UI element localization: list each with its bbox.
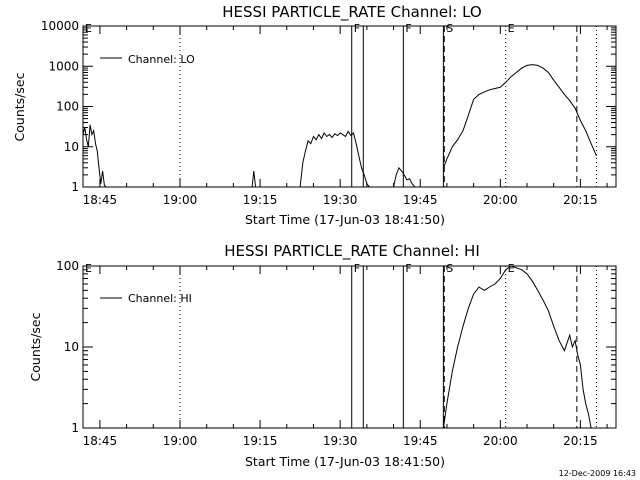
chart-hi-panel: HESSI PARTICLE_RATE Channel: HI Start Ti… [28, 242, 617, 469]
chart-lo-y-tick-label: 1 [71, 180, 79, 194]
chart-hi-ylabel: Counts/sec [28, 312, 43, 381]
chart-lo-x-tick-label: 19:00 [163, 193, 198, 207]
chart-lo-event-label: F [405, 22, 411, 35]
chart-hi-y-tick-label: 1 [71, 421, 79, 435]
chart-hi-event-label: E [85, 262, 92, 275]
chart-hi-x-tick-label: 18:45 [83, 434, 118, 448]
chart-lo-event-label: S [446, 22, 453, 35]
chart-hi-event-label: F [354, 262, 360, 275]
chart-lo-series-line [83, 124, 108, 187]
chart-hi-event-label: F [405, 262, 411, 275]
chart-lo-x-tick-label: 19:15 [243, 193, 278, 207]
chart-lo-y-tick-label: 100 [56, 100, 79, 114]
chart-lo-series-line [442, 64, 597, 168]
chart-lo-event-label: E [85, 22, 92, 35]
chart-lo-y-tick-label: 10000 [41, 19, 79, 33]
chart-lo-y-tick-label: 10 [64, 140, 79, 154]
chart-lo-x-tick-label: 20:00 [483, 193, 518, 207]
chart-hi-y-tick-label: 10 [64, 340, 79, 354]
timestamp-footer: 12-Dec-2009 16:43 [559, 469, 636, 478]
chart-lo-plot-frame [82, 25, 617, 188]
chart-hi-x-tick-label: 19:00 [163, 434, 198, 448]
chart-lo-xlabel: Start Time (17-Jun-03 18:41:50) [245, 212, 445, 227]
chart-hi-x-tick-label: 19:30 [323, 434, 358, 448]
chart-lo-ylabel: Counts/sec [12, 72, 27, 141]
chart-lo-y-tick-label: 1000 [48, 59, 79, 73]
chart-hi-plot-frame [82, 265, 617, 429]
chart-hi-event-label: E [508, 262, 515, 275]
chart-hi-event-label: S [446, 262, 453, 275]
chart-hi-x-tick-label: 20:15 [563, 434, 598, 448]
chart-lo-x-tick-label: 19:45 [403, 193, 438, 207]
chart-hi-x-tick-label: 19:45 [403, 434, 438, 448]
chart-hi-legend-entry: Channel: HI [128, 292, 192, 305]
chart-lo-x-tick-label: 20:15 [563, 193, 598, 207]
chart-lo-series-line [393, 166, 416, 187]
chart-lo-panel: HESSI PARTICLE_RATE Channel: LO Start Ti… [12, 3, 617, 227]
chart-hi-series-line [442, 266, 592, 428]
chart-lo-event-label: E [508, 22, 515, 35]
chart-lo-title: HESSI PARTICLE_RATE Channel: LO [222, 3, 481, 22]
chart-lo-event-label: F [354, 22, 360, 35]
chart-hi-xlabel: Start Time (17-Jun-03 18:41:50) [245, 454, 445, 469]
chart-lo-series-line [251, 170, 257, 187]
chart-hi-y-tick-label: 100 [56, 259, 79, 273]
chart-hi-title: HESSI PARTICLE_RATE Channel: HI [224, 242, 480, 261]
chart-hi-x-tick-label: 20:00 [483, 434, 518, 448]
chart-lo-series-line [299, 130, 370, 187]
chart-lo-x-tick-label: 18:45 [83, 193, 118, 207]
chart-lo-legend-entry: Channel: LO [128, 53, 195, 66]
chart-hi-x-tick-label: 19:15 [243, 434, 278, 448]
chart-lo-x-tick-label: 19:30 [323, 193, 358, 207]
